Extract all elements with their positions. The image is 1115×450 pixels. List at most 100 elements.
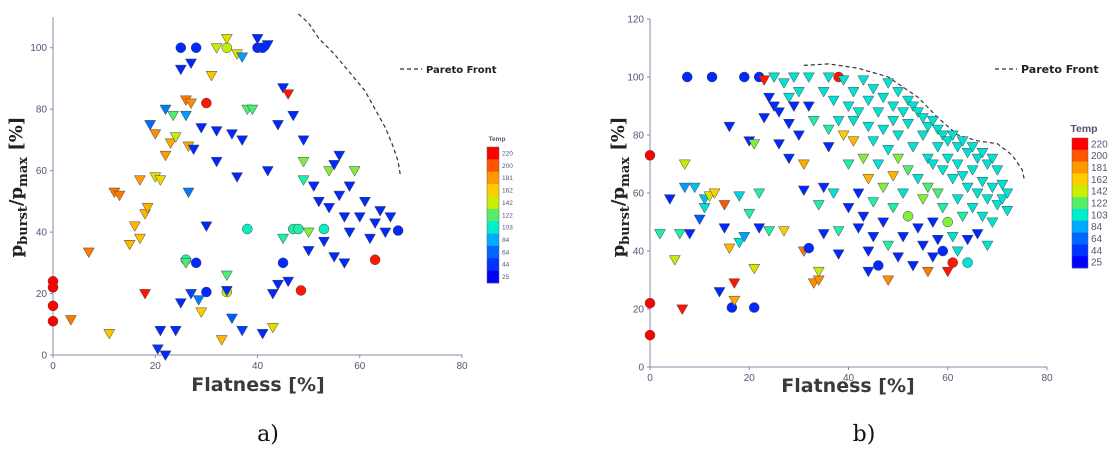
y-axis-label-part: p [608, 245, 629, 258]
circle-point [873, 260, 884, 271]
triangle-point [149, 129, 162, 140]
colorbar-label: 25 [502, 274, 510, 281]
triangle-point [936, 130, 949, 142]
triangle-point [852, 107, 865, 118]
triangle-point [318, 236, 330, 248]
triangle-point [822, 124, 835, 136]
colorbar-label: 181 [502, 175, 513, 182]
triangle-point [753, 188, 766, 200]
triangle-point [931, 188, 944, 200]
colorbar-border [486, 146, 500, 284]
chart-a: 0 20 40 60 80 0 20 40 60 80 100 Flatness [%] pburst/… [6, 13, 513, 447]
triangle-point [956, 211, 969, 223]
triangle-point [773, 107, 785, 118]
y-tick-label: 60 [633, 189, 645, 200]
triangle-point [867, 232, 880, 243]
triangle-point [159, 104, 172, 116]
colorbar-label: 220 [1091, 139, 1108, 150]
triangle-point [236, 326, 249, 337]
triangle-point [139, 289, 151, 300]
triangle-point [907, 261, 919, 272]
triangle-point [266, 289, 279, 300]
triangle-point [917, 130, 929, 142]
triangle-point [892, 252, 905, 263]
triangle-point [941, 136, 954, 147]
triangle-point [205, 71, 218, 82]
triangle-point [837, 130, 850, 142]
x-tick-label: 60 [942, 373, 954, 384]
triangle-point [338, 212, 351, 223]
triangle-point [328, 252, 341, 263]
triangle-point [996, 179, 1009, 191]
colorbar-swatch [1072, 138, 1088, 151]
triangle-point [917, 194, 929, 205]
triangle-point [931, 235, 944, 246]
y-axis-label: pburst/pmax [%] [608, 117, 633, 258]
triangle-point [164, 138, 177, 149]
triangle-point [966, 165, 979, 176]
triangle-point [272, 120, 284, 131]
triangle-point [353, 212, 366, 223]
triangle-point [887, 203, 900, 214]
legend-label: Pareto Front [1021, 63, 1099, 76]
triangle-point [236, 52, 249, 63]
colorbar-label: 181 [1091, 163, 1108, 174]
triangle-point [338, 258, 351, 269]
triangle-point [976, 177, 989, 188]
triangle-point [676, 304, 689, 316]
triangle-point [343, 227, 356, 239]
colorbar-swatch [487, 245, 499, 259]
triangle-point [926, 159, 939, 171]
triangle-point [802, 101, 815, 113]
triangle-point [897, 188, 910, 200]
triangle-point [159, 150, 172, 162]
triangle-point [185, 289, 197, 300]
circle-point [706, 71, 718, 83]
triangle-point [787, 72, 800, 84]
triangle-point [867, 197, 880, 208]
triangle-point [802, 72, 815, 84]
triangle-point [220, 270, 233, 282]
triangle-point [847, 136, 860, 147]
triangle-point [862, 246, 875, 258]
triangle-point [902, 95, 914, 107]
colorbar-swatch [487, 171, 499, 185]
triangle-point [758, 113, 771, 124]
triangle-point [971, 188, 984, 200]
colorbar-label: 162 [1091, 175, 1108, 186]
triangle-point [912, 223, 924, 234]
triangle-point [768, 72, 780, 84]
triangle-point [723, 121, 736, 133]
colorbar-label: 122 [502, 212, 513, 219]
triangle-point [343, 181, 356, 193]
triangle-point [728, 278, 741, 289]
triangle-point [857, 75, 870, 86]
triangle-point [951, 194, 964, 205]
y-axis-label-part: /p [6, 187, 27, 206]
triangle-point [961, 235, 974, 246]
triangle-point [783, 119, 795, 130]
colorbar-label: 103 [1091, 210, 1108, 221]
triangle-point [1001, 188, 1014, 200]
colorbar-swatch [487, 270, 499, 284]
triangle-point [282, 89, 295, 100]
colorbar-swatch [1072, 185, 1088, 198]
triangle-point [832, 226, 845, 237]
colorbar-swatch [487, 196, 499, 210]
triangle-point [832, 249, 845, 260]
triangle-point [379, 227, 392, 239]
x-tick-label: 40 [843, 373, 855, 384]
triangle-point [807, 116, 820, 127]
triangle-point [847, 116, 860, 127]
triangle-point [812, 266, 825, 278]
triangle-point [297, 175, 310, 186]
triangle-point [678, 159, 691, 171]
triangle-point [1001, 206, 1014, 217]
triangle-point [986, 217, 999, 229]
colorbar-label: 64 [502, 249, 510, 256]
x-axis-label: Flatness [%] [781, 375, 914, 397]
y-axis-label-part: /p [608, 187, 629, 206]
y-tick-label: 0 [41, 351, 47, 362]
circle-point [937, 245, 949, 257]
triangle-point [971, 153, 984, 165]
